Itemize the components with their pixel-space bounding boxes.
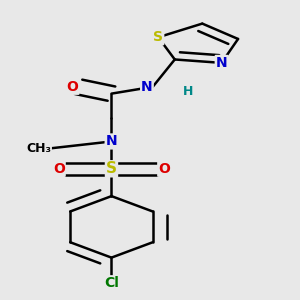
- Text: CH₃: CH₃: [26, 142, 51, 155]
- Text: O: O: [53, 162, 65, 176]
- Text: O: O: [67, 80, 78, 94]
- Text: N: N: [216, 56, 227, 70]
- Text: N: N: [106, 134, 117, 148]
- Text: S: S: [153, 30, 163, 44]
- Text: S: S: [106, 161, 117, 176]
- Text: O: O: [158, 162, 170, 176]
- Text: N: N: [141, 80, 153, 94]
- Text: H: H: [183, 85, 194, 98]
- Text: H: H: [183, 85, 194, 98]
- Text: Cl: Cl: [104, 276, 119, 290]
